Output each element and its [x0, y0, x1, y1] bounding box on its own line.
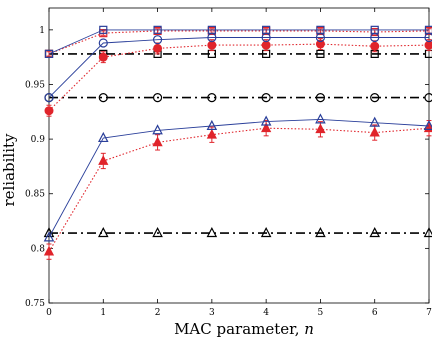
data-point-triangle-blue-solid [423, 119, 432, 130]
data-point-circle-black-dashdot [98, 92, 108, 103]
data-point-triangle-black-dashdot [97, 226, 109, 238]
series-line-circle-red-dotted [48, 43, 430, 112]
data-point-triangle-black-dashdot [152, 226, 163, 238]
x-tick-label: 3 [209, 308, 215, 318]
x-tick-label: 6 [372, 308, 378, 318]
data-point-triangle-red-dotted [152, 136, 163, 147]
data-point-circle-black-dashdot [424, 92, 432, 103]
data-point-triangle-blue-solid [369, 116, 381, 127]
y-tick-label: 0.85 [25, 190, 45, 200]
data-point-circle-black-dashdot [370, 92, 380, 103]
x-tick-label: 5 [318, 308, 324, 318]
data-point-circle-blue-solid [424, 32, 432, 43]
x-tick-label: 7 [426, 308, 432, 318]
data-point-triangle-red-dotted [261, 122, 272, 133]
data-point-triangle-black-dashdot [315, 226, 326, 238]
y-tick-label: 0.9 [31, 135, 46, 145]
data-point-square-blue-solid [44, 49, 54, 58]
y-tick-label: 0.95 [25, 80, 45, 90]
data-point-circle-black-dashdot [315, 92, 326, 103]
x-tick-label: 2 [155, 308, 161, 318]
series-line-triangle-red-dotted [48, 127, 430, 252]
data-point-circle-red-dotted [207, 40, 217, 50]
data-point-square-black-dashdot [316, 49, 325, 58]
plot-area: 0.75 0.8 0.85 0.9 0.95 1 0 1 2 3 4 5 6 7 [25, 7, 432, 318]
data-point-circle-blue-solid [152, 35, 163, 45]
data-point-circle-black-dashdot [207, 92, 217, 103]
data-point-triangle-black-dashdot [423, 226, 432, 238]
data-point-triangle-black-dashdot [206, 226, 218, 238]
data-point-triangle-blue-solid [260, 115, 272, 126]
x-axis-label-text: MAC parameter, [174, 320, 304, 338]
data-point-circle-red-dotted [315, 39, 325, 49]
data-point-triangle-red-dotted [315, 123, 326, 134]
y-tick-label: 0.75 [25, 299, 45, 309]
axes-frame [48, 7, 430, 304]
data-point-triangle-red-dotted [43, 245, 55, 256]
x-tick-label: 4 [263, 308, 269, 318]
series-line-square-blue-solid [48, 29, 429, 55]
series-line-square-red-dotted [48, 30, 430, 55]
data-point-circle-black-dashdot [261, 92, 271, 103]
data-point-circle-red-dotted [370, 41, 380, 51]
data-point-circle-red-dotted [424, 40, 432, 50]
series-line-triangle-blue-solid [48, 118, 430, 238]
data-point-triangle-blue-solid [97, 131, 109, 143]
x-tick-label: 1 [100, 308, 106, 318]
y-tick-label: 1 [39, 26, 45, 36]
data-point-triangle-red-dotted [206, 128, 217, 139]
data-point-circle-red-dotted [153, 43, 163, 53]
data-point-triangle-blue-solid [206, 119, 218, 130]
data-point-triangle-blue-solid [152, 124, 163, 135]
data-point-circle-black-dashdot [152, 92, 163, 103]
data-point-triangle-black-dashdot [369, 226, 381, 238]
data-point-circle-red-dotted [44, 106, 54, 116]
data-point-circle-blue-solid [370, 32, 380, 43]
data-point-triangle-black-dashdot [260, 226, 272, 238]
x-tick-label: 0 [46, 308, 52, 318]
data-point-square-blue-solid [153, 25, 162, 34]
data-point-circle-blue-solid [261, 32, 271, 43]
series-line-circle-blue-solid [48, 37, 429, 98]
x-axis-label: MAC parameter, n [174, 320, 314, 338]
data-point-circle-blue-solid [207, 32, 217, 43]
data-point-square-blue-solid [99, 25, 108, 34]
data-point-circle-blue-solid [315, 32, 326, 43]
x-axis-label-var: n [304, 320, 314, 338]
data-point-triangle-blue-solid [43, 231, 55, 242]
data-point-circle-blue-solid [44, 92, 54, 103]
data-point-circle-red-dotted [98, 52, 108, 62]
data-point-triangle-red-dotted [98, 155, 109, 165]
data-point-circle-red-dotted [261, 40, 271, 50]
y-axis-label: reliability [0, 133, 18, 207]
data-point-triangle-red-dotted [369, 126, 380, 137]
y-tick-label: 0.8 [31, 244, 46, 254]
data-point-triangle-blue-solid [315, 113, 326, 124]
data-point-circle-blue-solid [98, 38, 108, 48]
